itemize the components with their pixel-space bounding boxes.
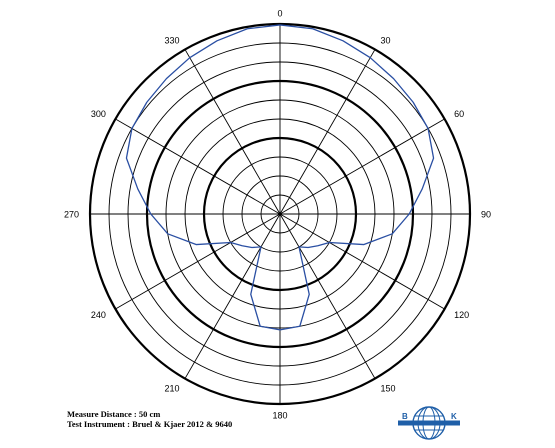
angle-label-90: 90 <box>481 210 491 220</box>
polar-series <box>125 24 435 331</box>
grid-spoke-60 <box>279 118 445 215</box>
grid-spoke-210 <box>184 213 281 379</box>
angle-label-0: 0 <box>277 9 282 19</box>
angle-label-270: 270 <box>64 210 79 220</box>
test-instrument-note: Test Instrument : Bruel & Kjaer 2012 & 9… <box>67 419 233 429</box>
bruel-kjaer-logo: B K <box>398 406 460 440</box>
logo-letter-b: B <box>402 412 408 421</box>
measure-distance-note: Measure Distance : 50 cm <box>67 409 161 419</box>
globe-icon <box>398 406 460 440</box>
angle-label-240: 240 <box>91 310 106 320</box>
grid-spoke-30 <box>279 49 376 215</box>
angle-label-30: 30 <box>381 35 391 45</box>
angle-label-120: 120 <box>454 310 469 320</box>
angle-label-330: 330 <box>164 35 179 45</box>
logo-letter-k: K <box>451 412 457 421</box>
angle-label-300: 300 <box>91 109 106 119</box>
grid-spoke-330 <box>184 49 281 215</box>
angle-label-210: 210 <box>164 384 179 394</box>
angle-label-180: 180 <box>272 411 287 421</box>
grid-spoke-120 <box>279 213 445 310</box>
grid-spoke-300 <box>115 118 281 215</box>
series-line-0 <box>125 24 435 331</box>
angle-label-60: 60 <box>454 109 464 119</box>
polar-grid <box>88 22 472 406</box>
grid-spoke-240 <box>115 213 281 310</box>
grid-spoke-150 <box>279 213 376 379</box>
angle-label-150: 150 <box>381 384 396 394</box>
angle-labels: 0 30 60 90 120 150 180 210 240 270 300 330 <box>64 9 491 421</box>
